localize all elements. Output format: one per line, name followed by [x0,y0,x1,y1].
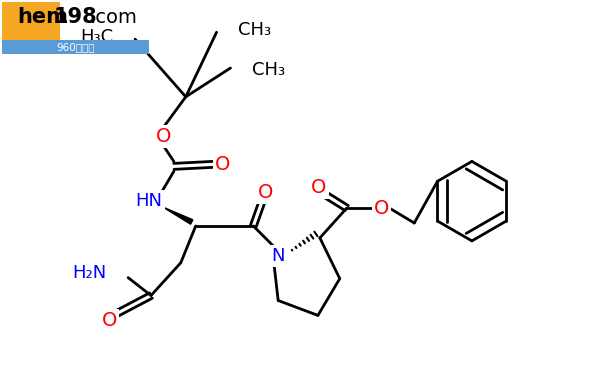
Text: CH₃: CH₃ [252,61,286,79]
Text: O: O [156,127,172,146]
Text: N: N [272,247,285,265]
Text: O: O [215,155,231,174]
Text: O: O [102,311,117,330]
Polygon shape [163,207,193,224]
Text: C: C [4,3,24,32]
Text: CH₃: CH₃ [238,21,272,39]
Text: hem: hem [17,8,68,27]
Text: .com: .com [90,8,137,27]
Text: H₃C: H₃C [80,28,113,46]
FancyBboxPatch shape [2,3,60,54]
Text: O: O [258,183,273,202]
Text: HN: HN [136,192,163,210]
Text: 198: 198 [54,8,97,27]
Text: O: O [311,178,327,197]
Text: 960化工网: 960化工网 [56,42,95,52]
FancyBboxPatch shape [2,40,149,54]
Text: H₂N: H₂N [72,264,106,282]
Text: O: O [374,199,389,217]
